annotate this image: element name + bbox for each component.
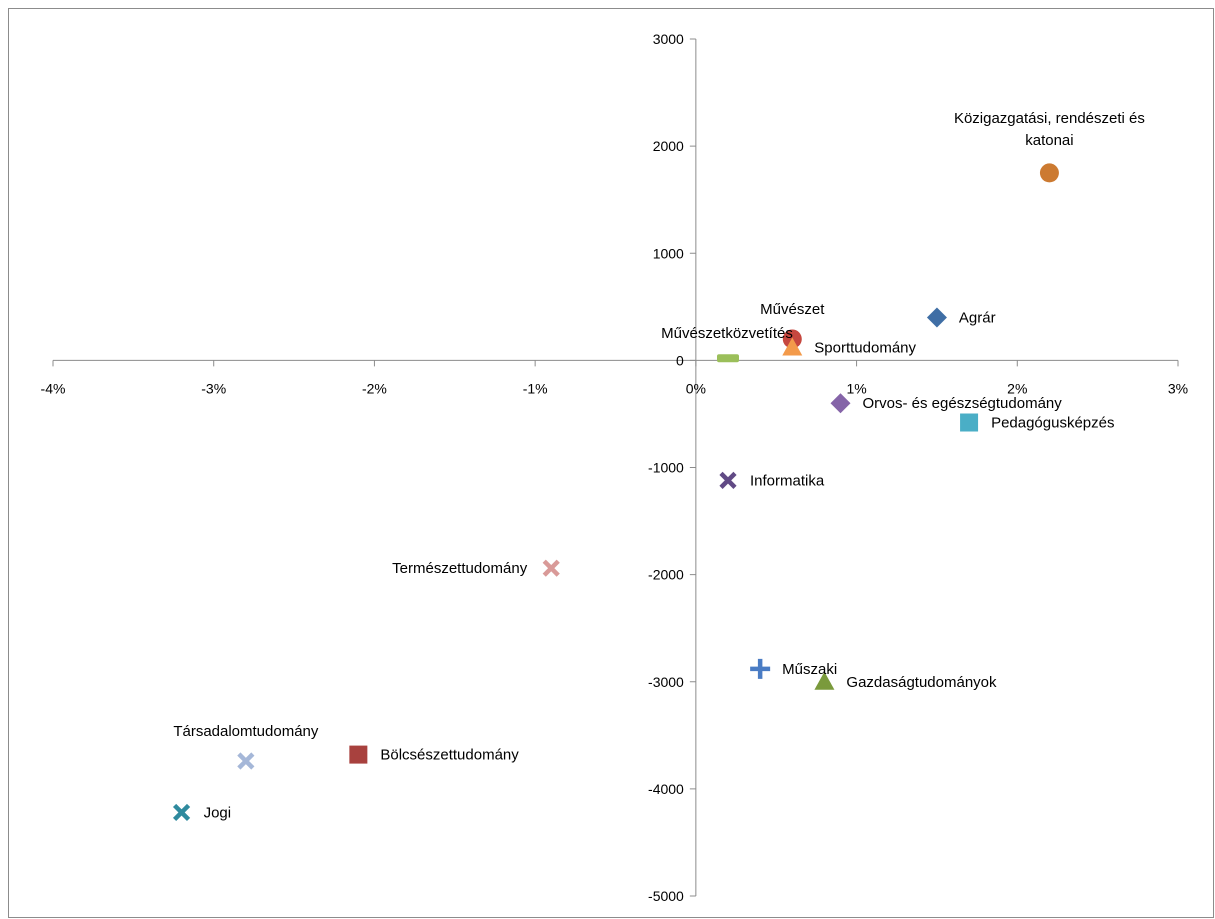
y-tick-label: -4000 xyxy=(648,781,684,797)
point-agrár-diamond-marker xyxy=(926,307,947,328)
point-közigazgatási-circle-marker xyxy=(1039,163,1059,183)
axes xyxy=(52,38,1179,897)
label-informatika: Informatika xyxy=(750,472,825,489)
label-természettudomány: Természettudomány xyxy=(392,560,528,577)
data-labels: Agrár Bölcsészettudomány Gazdaságtudományo… xyxy=(173,110,1145,822)
point-művészetközvetítés-dash-marker xyxy=(717,354,739,363)
tick-labels: -4% -3% -2% -1% 0% 1% 2% 3% 3000 2000 1000 0 -1000 -2… xyxy=(41,31,1189,904)
label-gazdaságtudományok: Gazdaságtudományok xyxy=(846,674,997,691)
label-közigazgatási-line2: katonai xyxy=(1025,132,1073,149)
x-tick-label: 2% xyxy=(1007,380,1027,396)
data-points xyxy=(172,163,1059,822)
x-tick-label: -4% xyxy=(41,380,66,396)
label-művészetközvetítés: Művészetközvetítés xyxy=(661,325,793,342)
point-gazdaságtudományok-triangle-marker xyxy=(814,671,835,690)
point-bölcsészettudomány-square-marker xyxy=(349,745,368,764)
point-társadalomtudomány-x-marker xyxy=(237,752,255,770)
x-tick-label: -2% xyxy=(362,380,387,396)
label-művészet: Művészet xyxy=(760,301,825,318)
chart-frame xyxy=(8,8,1214,918)
label-orvos: Orvos- és egészségtudomány xyxy=(863,395,1063,412)
y-tick-label: 2000 xyxy=(653,138,684,154)
x-tick-label: 1% xyxy=(846,380,866,396)
y-tick-label: 3000 xyxy=(653,31,684,47)
x-tick-label: -1% xyxy=(523,380,548,396)
point-jogi-x-marker xyxy=(172,803,191,822)
y-tick-label: 1000 xyxy=(653,245,684,261)
y-tick-label: -2000 xyxy=(648,567,684,583)
label-agrár: Agrár xyxy=(959,310,996,327)
y-tick-label: -1000 xyxy=(648,460,684,476)
label-közigazgatási-line1: Közigazgatási, rendészeti és xyxy=(954,110,1145,127)
y-tick-label: -3000 xyxy=(648,674,684,690)
x-tick-label: 0% xyxy=(686,380,706,396)
point-sporttudomány-triangle-marker xyxy=(782,337,803,356)
label-pedagógusképzés: Pedagógusképzés xyxy=(991,415,1114,432)
label-műszaki: Műszaki xyxy=(782,661,837,678)
y-tick-label: 0 xyxy=(676,352,684,368)
label-jogi: Jogi xyxy=(204,804,232,821)
x-tick-label: 3% xyxy=(1168,380,1188,396)
point-informatika-x-marker xyxy=(719,471,737,489)
point-orvos-diamond-marker xyxy=(830,393,851,414)
point-természettudomány-x-marker xyxy=(542,559,560,577)
y-tick-label: -5000 xyxy=(648,888,684,904)
x-tick-label: -3% xyxy=(201,380,226,396)
label-sporttudomány: Sporttudomány xyxy=(814,340,916,357)
point-pedagógusképzés-square-marker xyxy=(960,413,979,432)
label-társadalomtudomány: Társadalomtudomány xyxy=(173,723,319,740)
point-műszaki-plus-marker xyxy=(750,658,771,679)
label-bölcsészettudomány: Bölcsészettudomány xyxy=(380,747,519,764)
